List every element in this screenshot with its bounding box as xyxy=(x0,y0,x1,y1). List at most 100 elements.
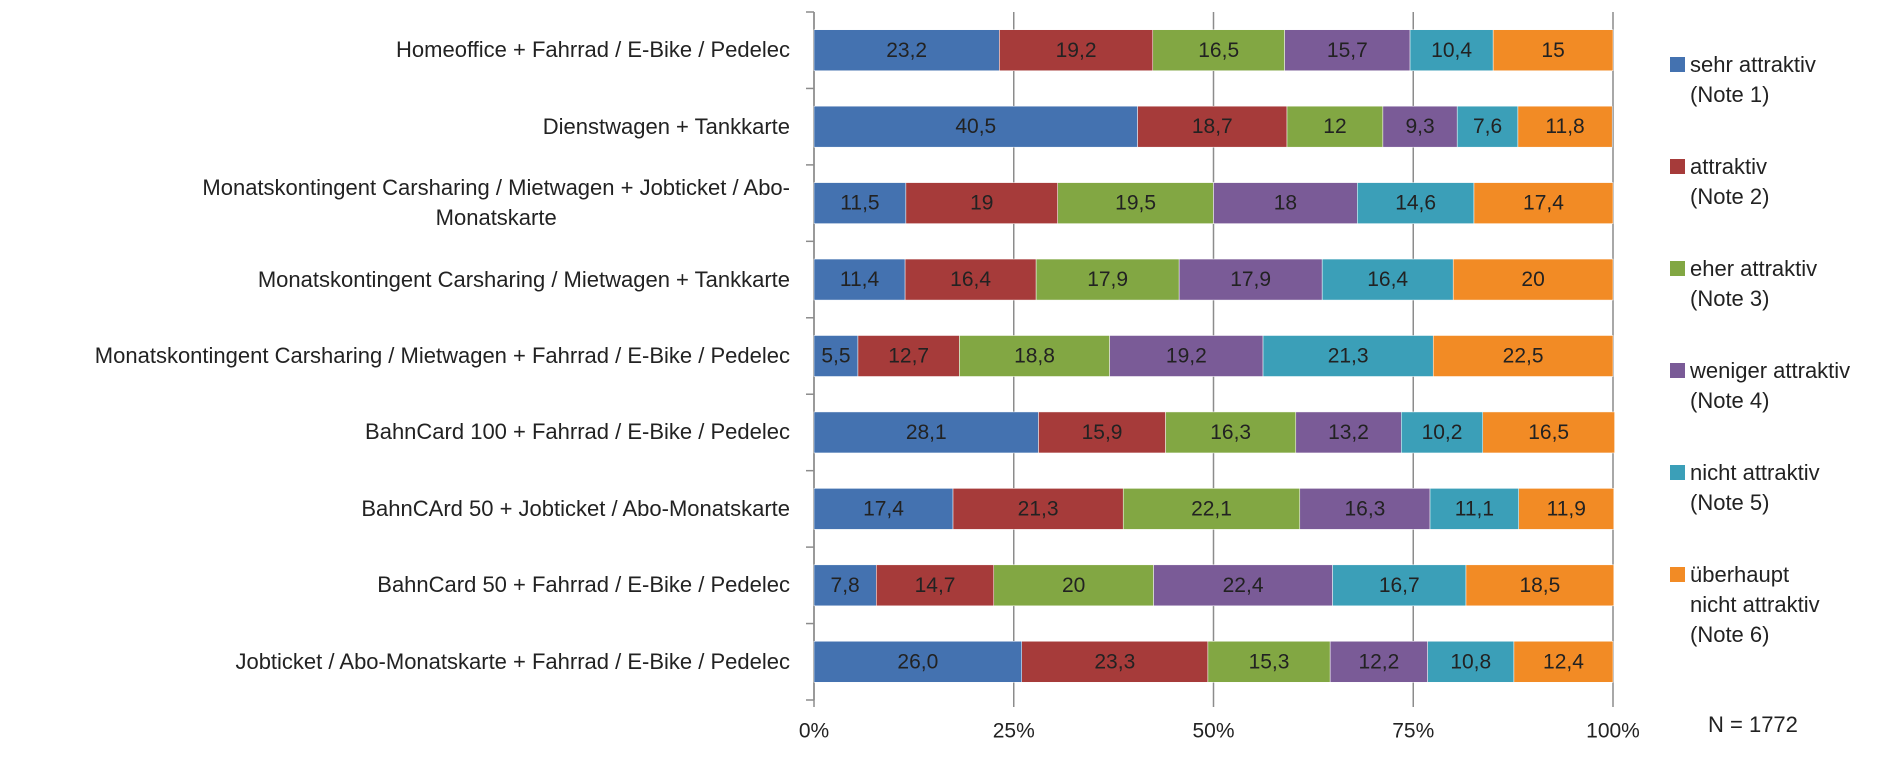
value-label: 16,5 xyxy=(1198,39,1239,62)
bar-segment xyxy=(905,182,1058,224)
value-label: 11,5 xyxy=(840,192,879,215)
value-label: 23,3 xyxy=(1094,650,1135,673)
x-tick-label: 75% xyxy=(1392,720,1434,743)
value-label: 16,3 xyxy=(1344,497,1385,520)
bar-segment xyxy=(1427,641,1515,683)
bar-segment xyxy=(1409,29,1494,71)
value-label: 10,2 xyxy=(1422,421,1463,444)
bar-segment xyxy=(876,564,995,607)
category-label: BahnCard 50 + Fahrrad / E-Bike / Pedelec xyxy=(377,572,790,598)
value-label: 12,7 xyxy=(888,345,929,368)
value-label: 14,6 xyxy=(1395,192,1436,215)
value-label: 19,5 xyxy=(1115,192,1156,215)
legend-label: sehr attraktiv (Note 1) xyxy=(1690,52,1816,107)
value-label: 7,6 xyxy=(1473,115,1502,138)
value-label: 5,5 xyxy=(821,345,850,368)
bar-segment xyxy=(1401,411,1484,454)
value-label: 17,4 xyxy=(863,497,904,520)
bar-segment xyxy=(813,564,877,607)
value-label: 21,3 xyxy=(1018,497,1059,520)
bar-segment xyxy=(813,411,1039,454)
bar-segment xyxy=(993,564,1154,607)
bar-segment xyxy=(1456,105,1519,148)
legend-swatch xyxy=(1670,159,1685,174)
value-label: 16,7 xyxy=(1379,574,1420,597)
category-label: Homeoffice + Fahrrad / E-Bike / Pedelec xyxy=(396,37,790,63)
category-label: Monatskontingent Carsharing / Mietwagen … xyxy=(94,343,790,368)
bar-segment xyxy=(813,105,1138,148)
bar-segment xyxy=(1057,182,1214,224)
bar-segment xyxy=(1295,411,1402,454)
category-label: Dienstwagen + Tankkarte xyxy=(542,113,790,139)
value-label: 9,3 xyxy=(1405,115,1434,138)
value-label: 18,7 xyxy=(1192,115,1233,138)
x-tick-label: 50% xyxy=(1192,720,1234,743)
value-label: 18,5 xyxy=(1519,574,1560,597)
bar-segment xyxy=(1482,411,1615,454)
bar-segment xyxy=(1357,182,1475,224)
bar-segment xyxy=(1262,335,1434,377)
bar-segment xyxy=(1473,182,1614,224)
legend-swatch xyxy=(1670,363,1685,378)
value-label: 15 xyxy=(1541,39,1564,62)
bar-segment xyxy=(813,488,954,530)
value-label: 20 xyxy=(1521,268,1544,291)
legend-label: weniger attraktiv (Note 4) xyxy=(1690,358,1851,413)
value-label: 15,9 xyxy=(1082,421,1123,444)
bar-segment xyxy=(959,335,1110,377)
value-label: 19,2 xyxy=(1166,345,1207,368)
bar-segment xyxy=(1382,105,1458,148)
x-tick-label: 25% xyxy=(993,720,1035,743)
bar-segment xyxy=(1153,564,1333,607)
legend-label: überhaupt nicht attraktiv (Note 6) xyxy=(1690,562,1820,647)
category-label: Monatskontingent Carsharing / Mietwagen … xyxy=(257,266,790,292)
bar-segment xyxy=(1286,105,1384,148)
category-label: Monatskontingent Carsharing / Mietwagen … xyxy=(202,175,790,231)
value-label: 12,4 xyxy=(1543,650,1584,673)
bar-segment xyxy=(1517,105,1613,148)
value-label: 26,0 xyxy=(897,650,938,673)
bar-segment xyxy=(1432,335,1614,377)
value-label: 16,4 xyxy=(1367,268,1408,291)
value-label: 18,8 xyxy=(1014,345,1055,368)
bar-segment xyxy=(1465,564,1615,607)
value-label: 10,4 xyxy=(1431,39,1472,62)
value-label: 15,3 xyxy=(1249,650,1290,673)
x-tick-label: 0% xyxy=(799,720,829,743)
category-label: BahnCArd 50 + Jobticket / Abo-Monatskart… xyxy=(361,495,790,521)
value-label: 10,8 xyxy=(1450,650,1491,673)
category-label: BahnCard 100 + Fahrrad / E-Bike / Pedele… xyxy=(365,419,790,445)
bar-segment xyxy=(1035,258,1180,301)
legend-swatch xyxy=(1670,57,1685,72)
legend-swatch xyxy=(1670,567,1685,582)
value-label: 11,8 xyxy=(1545,115,1584,138)
bar-segment xyxy=(1178,258,1323,301)
bar-segment xyxy=(1452,258,1614,301)
value-label: 19 xyxy=(970,192,993,215)
bar-segment xyxy=(1299,488,1431,530)
bar-segment xyxy=(1137,105,1288,148)
legend-swatch xyxy=(1670,465,1685,480)
bar-segment xyxy=(1329,641,1428,683)
value-label: 40,5 xyxy=(955,115,996,138)
bar-segment xyxy=(1213,182,1358,224)
value-label: 12 xyxy=(1323,115,1346,138)
x-tick-label: 100% xyxy=(1586,720,1640,743)
bar-segment xyxy=(1109,335,1264,377)
bar-segment xyxy=(1492,29,1614,71)
bar-segment xyxy=(1518,488,1615,530)
value-label: 21,3 xyxy=(1328,345,1369,368)
category-label: Jobticket / Abo-Monatskarte + Fahrrad / … xyxy=(235,648,790,674)
value-label: 19,2 xyxy=(1056,39,1097,62)
bar-segment xyxy=(813,641,1022,683)
bar-segment xyxy=(1038,411,1166,454)
value-label: 22,1 xyxy=(1191,497,1232,520)
value-label: 16,3 xyxy=(1210,421,1251,444)
value-label: 23,2 xyxy=(886,39,927,62)
value-label: 18 xyxy=(1274,192,1297,215)
value-label: 28,1 xyxy=(906,421,947,444)
bar-segment xyxy=(813,335,859,377)
value-label: 17,4 xyxy=(1523,192,1564,215)
